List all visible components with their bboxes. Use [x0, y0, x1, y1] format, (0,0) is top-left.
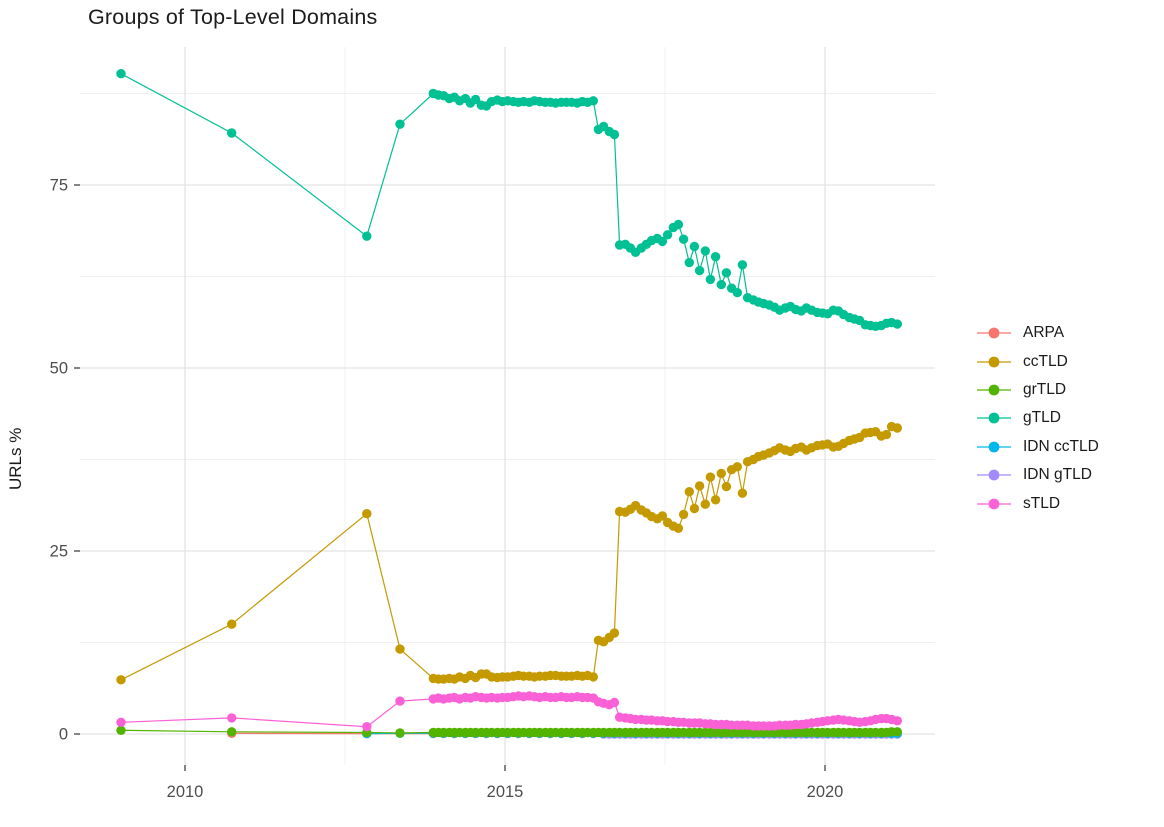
- legend-label: grTLD: [1023, 380, 1067, 398]
- data-point-ccTLD: [721, 481, 732, 492]
- legend-key-icon: [977, 356, 1011, 367]
- legend-key-dot: [988, 384, 1000, 396]
- data-point-ccTLD: [694, 481, 705, 491]
- x-tick-label: 2020: [807, 783, 844, 801]
- data-point-gTLD: [694, 265, 705, 276]
- data-point-ccTLD: [892, 423, 902, 433]
- data-point-gTLD: [227, 128, 237, 138]
- legend-item-gtld: gTLD: [977, 404, 1099, 432]
- legend-label: IDN gTLD: [1023, 466, 1092, 484]
- data-point-gTLD: [362, 231, 372, 241]
- legend-item-arpa: ARPA: [977, 319, 1099, 347]
- data-point-gTLD: [732, 287, 742, 298]
- legend-label: sTLD: [1023, 494, 1061, 512]
- data-point-ccTLD: [737, 488, 748, 498]
- legend-label: gTLD: [1023, 409, 1061, 427]
- data-point-gTLD: [609, 129, 620, 140]
- data-point-ccTLD: [684, 487, 694, 497]
- data-point-gTLD: [684, 257, 694, 268]
- data-point-gTLD: [470, 94, 481, 105]
- data-point-gTLD: [395, 119, 405, 129]
- data-point-grTLD: [116, 725, 126, 735]
- data-point-ccTLD: [395, 644, 405, 654]
- data-point-ccTLD: [678, 509, 689, 520]
- legend-label: ccTLD: [1023, 352, 1068, 370]
- legend-key-dot: [988, 327, 1000, 339]
- data-point-gTLD: [721, 268, 732, 278]
- data-point-gTLD: [737, 260, 748, 270]
- series-line-ccTLD: [120, 425, 898, 681]
- data-point-sTLD: [395, 696, 405, 706]
- legend-label: ARPA: [1023, 324, 1065, 342]
- legend-key-dot: [988, 441, 1000, 453]
- data-point-sTLD: [227, 713, 237, 723]
- data-point-ccTLD: [609, 628, 620, 638]
- data-point-gTLD: [116, 69, 126, 79]
- y-tick-label: 75: [50, 177, 68, 195]
- legend-label: IDN ccTLD: [1023, 437, 1099, 455]
- data-point-gTLD: [657, 236, 668, 247]
- data-point-gTLD: [710, 252, 721, 262]
- data-point-ccTLD: [705, 472, 716, 482]
- x-tick-label: 2015: [487, 783, 524, 801]
- data-point-sTLD: [892, 716, 902, 726]
- data-point-grTLD: [892, 727, 902, 737]
- data-point-grTLD: [227, 727, 237, 737]
- y-tick-label: 0: [59, 726, 68, 744]
- legend-key-dot: [988, 469, 1000, 481]
- legend-key-icon: [977, 327, 1011, 339]
- legend: ARPA ccTLD grTLD gTLD IDN ccTLD IDN gTLD sTLD: [977, 319, 1099, 518]
- data-point-sTLD: [609, 697, 620, 708]
- data-point-grTLD: [395, 728, 405, 738]
- data-point-gTLD: [716, 279, 726, 290]
- data-point-gTLD: [678, 234, 689, 244]
- data-point-sTLD: [116, 717, 126, 727]
- data-point-gTLD: [892, 319, 902, 329]
- data-point-gTLD: [673, 219, 684, 230]
- x-tick-label: 2010: [167, 783, 204, 801]
- data-point-ccTLD: [881, 429, 892, 440]
- data-point-ccTLD: [588, 672, 598, 682]
- series-line-gTLD: [120, 73, 898, 327]
- chart-title: Groups of Top-Level Domains: [88, 5, 378, 29]
- data-point-ccTLD: [657, 511, 668, 521]
- data-point-gTLD: [662, 230, 673, 240]
- data-point-ccTLD: [710, 495, 721, 505]
- legend-item-idn-cctld: IDN ccTLD: [977, 433, 1099, 461]
- data-point-ccTLD: [689, 503, 700, 514]
- data-point-gTLD: [588, 96, 598, 106]
- legend-key-icon: [977, 469, 1011, 481]
- legend-key-icon: [977, 412, 1011, 424]
- data-point-gTLD: [689, 241, 700, 252]
- data-point-ccTLD: [700, 499, 710, 509]
- legend-item-grtld: grTLD: [977, 376, 1099, 404]
- legend-item-idn-gtld: IDN gTLD: [977, 461, 1099, 489]
- data-point-ccTLD: [673, 523, 684, 533]
- y-tick-label: 25: [50, 543, 68, 561]
- y-tick-label: 50: [50, 360, 68, 378]
- data-point-ccTLD: [227, 619, 237, 629]
- data-point-sTLD: [362, 722, 372, 732]
- legend-key-icon: [977, 384, 1011, 396]
- legend-key-icon: [977, 441, 1011, 453]
- legend-item-stld: sTLD: [977, 489, 1099, 517]
- legend-key-dot: [988, 412, 1000, 424]
- legend-key-dot: [988, 356, 1000, 367]
- data-point-ccTLD: [362, 509, 372, 519]
- legend-item-cctld: ccTLD: [977, 347, 1099, 375]
- legend-key-icon: [977, 498, 1011, 509]
- data-point-gTLD: [700, 246, 710, 256]
- data-point-ccTLD: [116, 675, 126, 685]
- data-point-gTLD: [705, 274, 716, 285]
- data-point-ccTLD: [732, 462, 742, 472]
- data-point-ccTLD: [716, 468, 726, 479]
- legend-key-dot: [988, 498, 1000, 509]
